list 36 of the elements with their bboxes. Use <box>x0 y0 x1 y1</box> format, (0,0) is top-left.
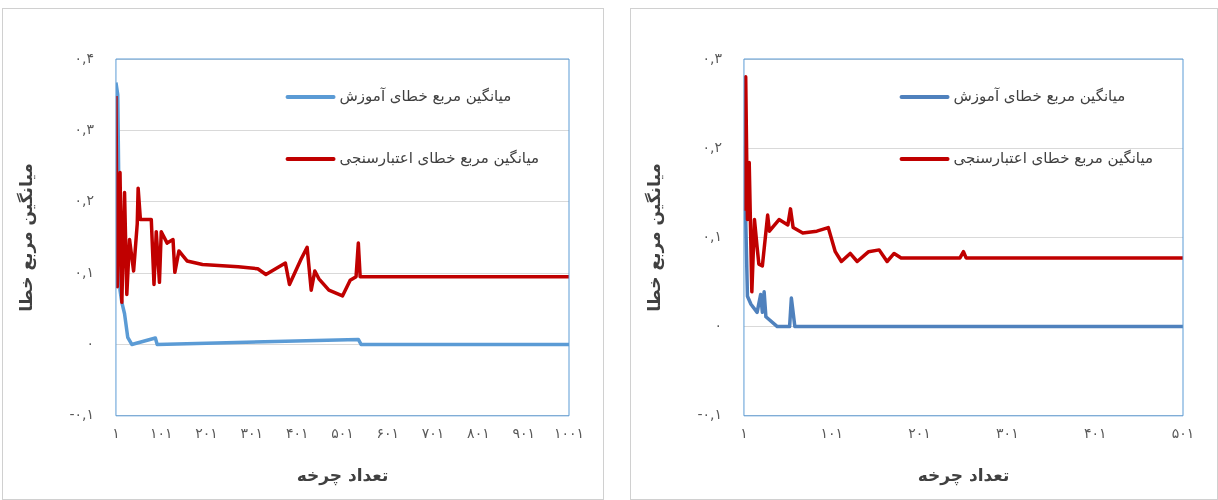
y-tick-label: ۰,۲ <box>702 138 722 155</box>
x-tick-label: ۵۰۱ <box>1171 424 1195 441</box>
x-tick-label: ۴۰۱ <box>1083 424 1107 441</box>
y-tick-label: ۰ <box>714 317 722 334</box>
x-tick-label: ۷۰۱ <box>421 424 445 441</box>
x-tick-label: ۳۰۱ <box>240 424 264 441</box>
x-tick-label: ۱۰۱ <box>820 424 844 441</box>
y-tick-label: ۰,۲ <box>74 192 94 209</box>
y-tick-label: ۰,۴ <box>74 49 94 66</box>
y-tick-label: -۰,۱ <box>697 406 722 423</box>
x-axis-title: تعداد چرخه <box>296 465 389 487</box>
legend-label: میانگین مربع خطای اعتبارسنجی <box>953 148 1153 167</box>
y-tick-label: ۰,۱ <box>702 228 722 245</box>
x-tick-label: ۲۰۱ <box>908 424 931 441</box>
x-tick-label: ۱۰۱ <box>149 424 173 441</box>
y-axis-title: میانگین مربع خطا <box>15 163 37 312</box>
legend-label: میانگین مربع خطای اعتبارسنجی <box>339 148 539 167</box>
x-tick-label: ۶۰۱ <box>376 424 400 441</box>
x-tick-label: ۹۰۱ <box>512 424 535 441</box>
legend-label: میانگین مربع خطای آموزش <box>339 86 512 105</box>
x-tick-label: ۱ <box>112 424 120 441</box>
y-tick-label: ۰,۳ <box>702 49 723 66</box>
x-tick-label: ۲۰۱ <box>195 424 218 441</box>
x-axis-title: تعداد چرخه <box>917 465 1010 487</box>
y-tick-label: ۰ <box>86 335 94 352</box>
x-tick-label: ۱ <box>740 424 748 441</box>
y-tick-label: -۰,۱ <box>69 406 94 423</box>
y-tick-label: ۰,۳ <box>74 121 95 137</box>
legend-label: میانگین مربع خطای آموزش <box>953 86 1126 105</box>
y-tick-label: ۰,۱ <box>74 263 94 280</box>
x-tick-label: ۳۰۱ <box>996 424 1019 441</box>
x-tick-label: ۴۰۱ <box>285 424 309 441</box>
y-axis-title: میانگین مربع خطا <box>643 163 665 312</box>
x-tick-label: ۵۰۱ <box>331 424 354 441</box>
x-tick-label: ۸۰۱ <box>467 424 490 441</box>
x-tick-label: ۱۰۰۱ <box>553 424 585 441</box>
